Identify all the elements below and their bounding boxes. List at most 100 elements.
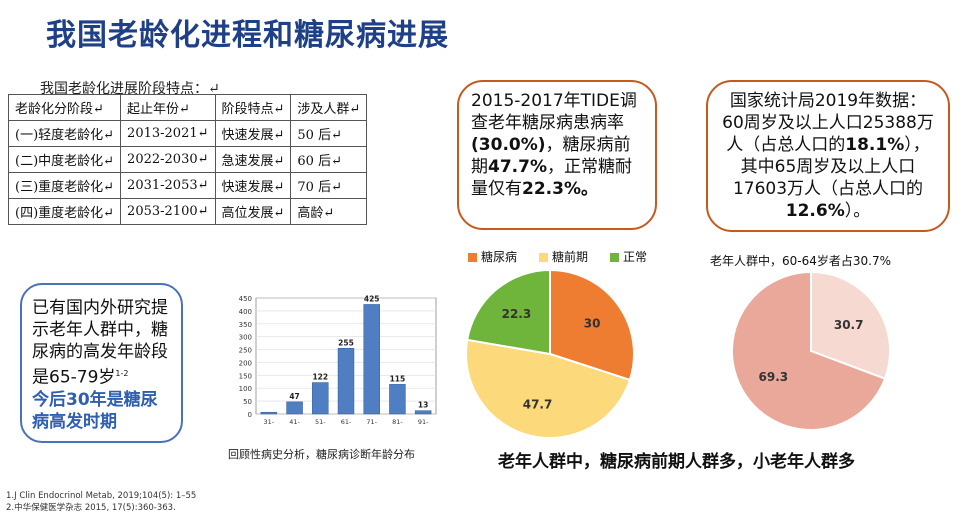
stats-text-1: 国家统计局2019年数据：60周岁及以上人口25388万人（占总人口的 <box>722 91 934 155</box>
x-tick-label: 91- <box>418 418 429 426</box>
pie1-slice <box>466 268 551 356</box>
stats-text-2: ），其中65周岁及以上人口17603万人（占总人口的 <box>732 135 930 199</box>
table-caption: 我国老龄化进展阶段特点：↵ <box>40 81 220 97</box>
bar <box>414 410 432 415</box>
table-header-cell: 阶段特点↵ <box>214 94 292 121</box>
page-title: 我国老龄化进程和糖尿病进展 <box>46 18 449 53</box>
reference-item: 2.中华保健医学杂志 2015, 17(5):360-363. <box>6 503 176 513</box>
bar <box>389 384 406 415</box>
y-tick-label: 300 <box>239 334 252 342</box>
table-cell: 2013-2021↵ <box>120 120 216 147</box>
y-tick-label: 150 <box>239 372 252 380</box>
x-tick-label: 81- <box>392 418 403 426</box>
y-tick-label: 0 <box>248 411 252 419</box>
stats-value-65plus: 12.6% <box>785 201 845 221</box>
legend-swatch <box>610 253 620 262</box>
table-cell: 急速发展↵ <box>214 146 292 173</box>
table-row: (三)重度老龄化↵ 2031-2053↵ 快速发展↵ 70 后↵ <box>7 172 368 199</box>
legend-label: 正常 <box>623 250 648 264</box>
x-tick-label: 41- <box>289 418 300 426</box>
y-tick-label: 250 <box>239 347 252 355</box>
stats-value-60plus: 18.1% <box>845 135 905 155</box>
table-cell: 50 后↵ <box>290 120 368 147</box>
bar-data-label: 13 <box>418 401 428 410</box>
table-cell: 2031-2053↵ <box>120 172 216 199</box>
tide-text-2: ，糖尿病前期 <box>471 135 631 177</box>
table-row: (一)轻度老龄化↵ 2013-2021↵ 快速发展↵ 50 后↵ <box>7 120 368 147</box>
pie2-slice <box>731 270 887 431</box>
table-row: (二)中度老龄化↵ 2022-2030↵ 急速发展↵ 60 后↵ <box>7 146 368 173</box>
y-tick-label: 100 <box>239 385 252 393</box>
pie2-slice <box>810 270 891 380</box>
pie1-legend: 糖尿病 糖前期 正常 <box>468 248 647 265</box>
pie2-data-label: 69.3 <box>759 370 789 384</box>
conclusion-text: 老年人群中，糖尿病前期人群多，小老年人群多 <box>498 452 855 472</box>
elderly-age-pie-chart: 30.7 69.3 <box>731 270 891 431</box>
y-tick-label: 450 <box>239 295 252 303</box>
table-cell: 2053-2100↵ <box>120 198 216 225</box>
bar-data-label: 255 <box>338 338 354 347</box>
bar <box>363 304 380 415</box>
x-tick-label: 61- <box>341 418 352 426</box>
legend-item-normal: 正常 <box>610 248 647 265</box>
bar <box>260 411 278 415</box>
table-header-cell: 起止年份↵ <box>120 94 216 121</box>
table-header-cell: 涉及人群↵ <box>290 94 368 121</box>
references: 1.J Clin Endocrinol Metab, 2019;104(5): … <box>6 490 196 514</box>
statistics-box: 国家统计局2019年数据：60周岁及以上人口25388万人（占总人口的18.1%… <box>706 80 950 232</box>
bar <box>286 401 303 415</box>
bar-data-label: 47 <box>289 392 299 401</box>
legend-swatch <box>468 253 477 262</box>
study-reference: 1-2 <box>115 369 129 378</box>
tide-value-normal: 22.3%。 <box>522 179 598 199</box>
study-box: 已有国内外研究提示老年人群中，糖尿病的高发年龄段是65-79岁1-2 今后30年… <box>20 283 183 443</box>
bar <box>312 382 329 415</box>
x-tick-label: 31- <box>264 418 275 426</box>
y-tick-label: 350 <box>239 321 252 329</box>
table-cell: (一)轻度老龄化↵ <box>7 120 122 147</box>
table-cell: 70 后↵ <box>290 172 368 199</box>
table-cell: 高龄↵ <box>290 198 368 225</box>
table-cell: (四)重度老龄化↵ <box>7 198 122 225</box>
x-tick-label: 51- <box>315 418 326 426</box>
pie1-slice <box>465 338 632 439</box>
pie1-data-label: 47.7 <box>523 398 553 412</box>
bar-chart-caption: 回顾性病史分析，糖尿病诊断年龄分布 <box>228 448 415 461</box>
reference-item: 1.J Clin Endocrinol Metab, 2019;104(5): … <box>6 491 197 501</box>
table-header-cell: 老龄化分阶段↵ <box>7 94 122 121</box>
tide-survey-box: 2015-2017年TIDE调查老年糖尿病患病率(30.0%)，糖尿病前期47.… <box>457 80 657 230</box>
stats-text-3: ）。 <box>844 201 871 221</box>
y-tick-label: 50 <box>243 398 252 406</box>
pie1-data-label: 30 <box>584 316 601 330</box>
table-cell: 60 后↵ <box>290 146 368 173</box>
legend-label: 糖尿病 <box>481 250 518 264</box>
table-cell: 快速发展↵ <box>214 172 292 199</box>
pie2-caption: 老年人群中，60-64岁者占30.7% <box>710 254 891 268</box>
tide-value-diabetes: 30.0%) <box>478 135 546 155</box>
table-row: (四)重度老龄化↵ 2053-2100↵ 高位发展↵ 高龄↵ <box>7 198 368 225</box>
bar-data-label: 115 <box>390 374 406 383</box>
table-cell: 2022-2030↵ <box>120 146 216 173</box>
table-cell: 高位发展↵ <box>214 198 292 225</box>
bar-data-label: 425 <box>364 294 380 303</box>
aging-stages-table: 老龄化分阶段↵ 起止年份↵ 阶段特点↵ 涉及人群↵ (一)轻度老龄化↵ 2013… <box>7 94 368 225</box>
bar <box>337 348 355 415</box>
study-text: 已有国内外研究提示老年人群中，糖尿病的高发年龄段是65-79岁 <box>32 298 168 388</box>
pie1-data-label: 22.3 <box>502 307 532 321</box>
tide-value-prediabetes: 47.7% <box>488 157 547 177</box>
legend-label: 糖前期 <box>552 250 589 264</box>
glucose-status-pie-chart: 30 47.7 22.3 <box>465 268 635 439</box>
legend-swatch <box>539 253 549 262</box>
pie1-slice <box>549 268 635 382</box>
tide-open-paren: ( <box>471 135 479 155</box>
table-cell: 快速发展↵ <box>214 120 292 147</box>
bar-data-label: 122 <box>312 373 328 382</box>
table-cell: (三)重度老龄化↵ <box>7 172 122 199</box>
legend-item-diabetes: 糖尿病 <box>468 248 517 265</box>
y-tick-label: 200 <box>239 359 252 367</box>
legend-item-prediabetes: 糖前期 <box>539 248 588 265</box>
table-cell: (二)中度老龄化↵ <box>7 146 122 173</box>
x-tick-label: 71- <box>366 418 377 426</box>
study-highlight: 今后30年是糖尿病高发时期 <box>32 389 158 432</box>
table-header-row: 老龄化分阶段↵ 起止年份↵ 阶段特点↵ 涉及人群↵ <box>7 94 368 121</box>
